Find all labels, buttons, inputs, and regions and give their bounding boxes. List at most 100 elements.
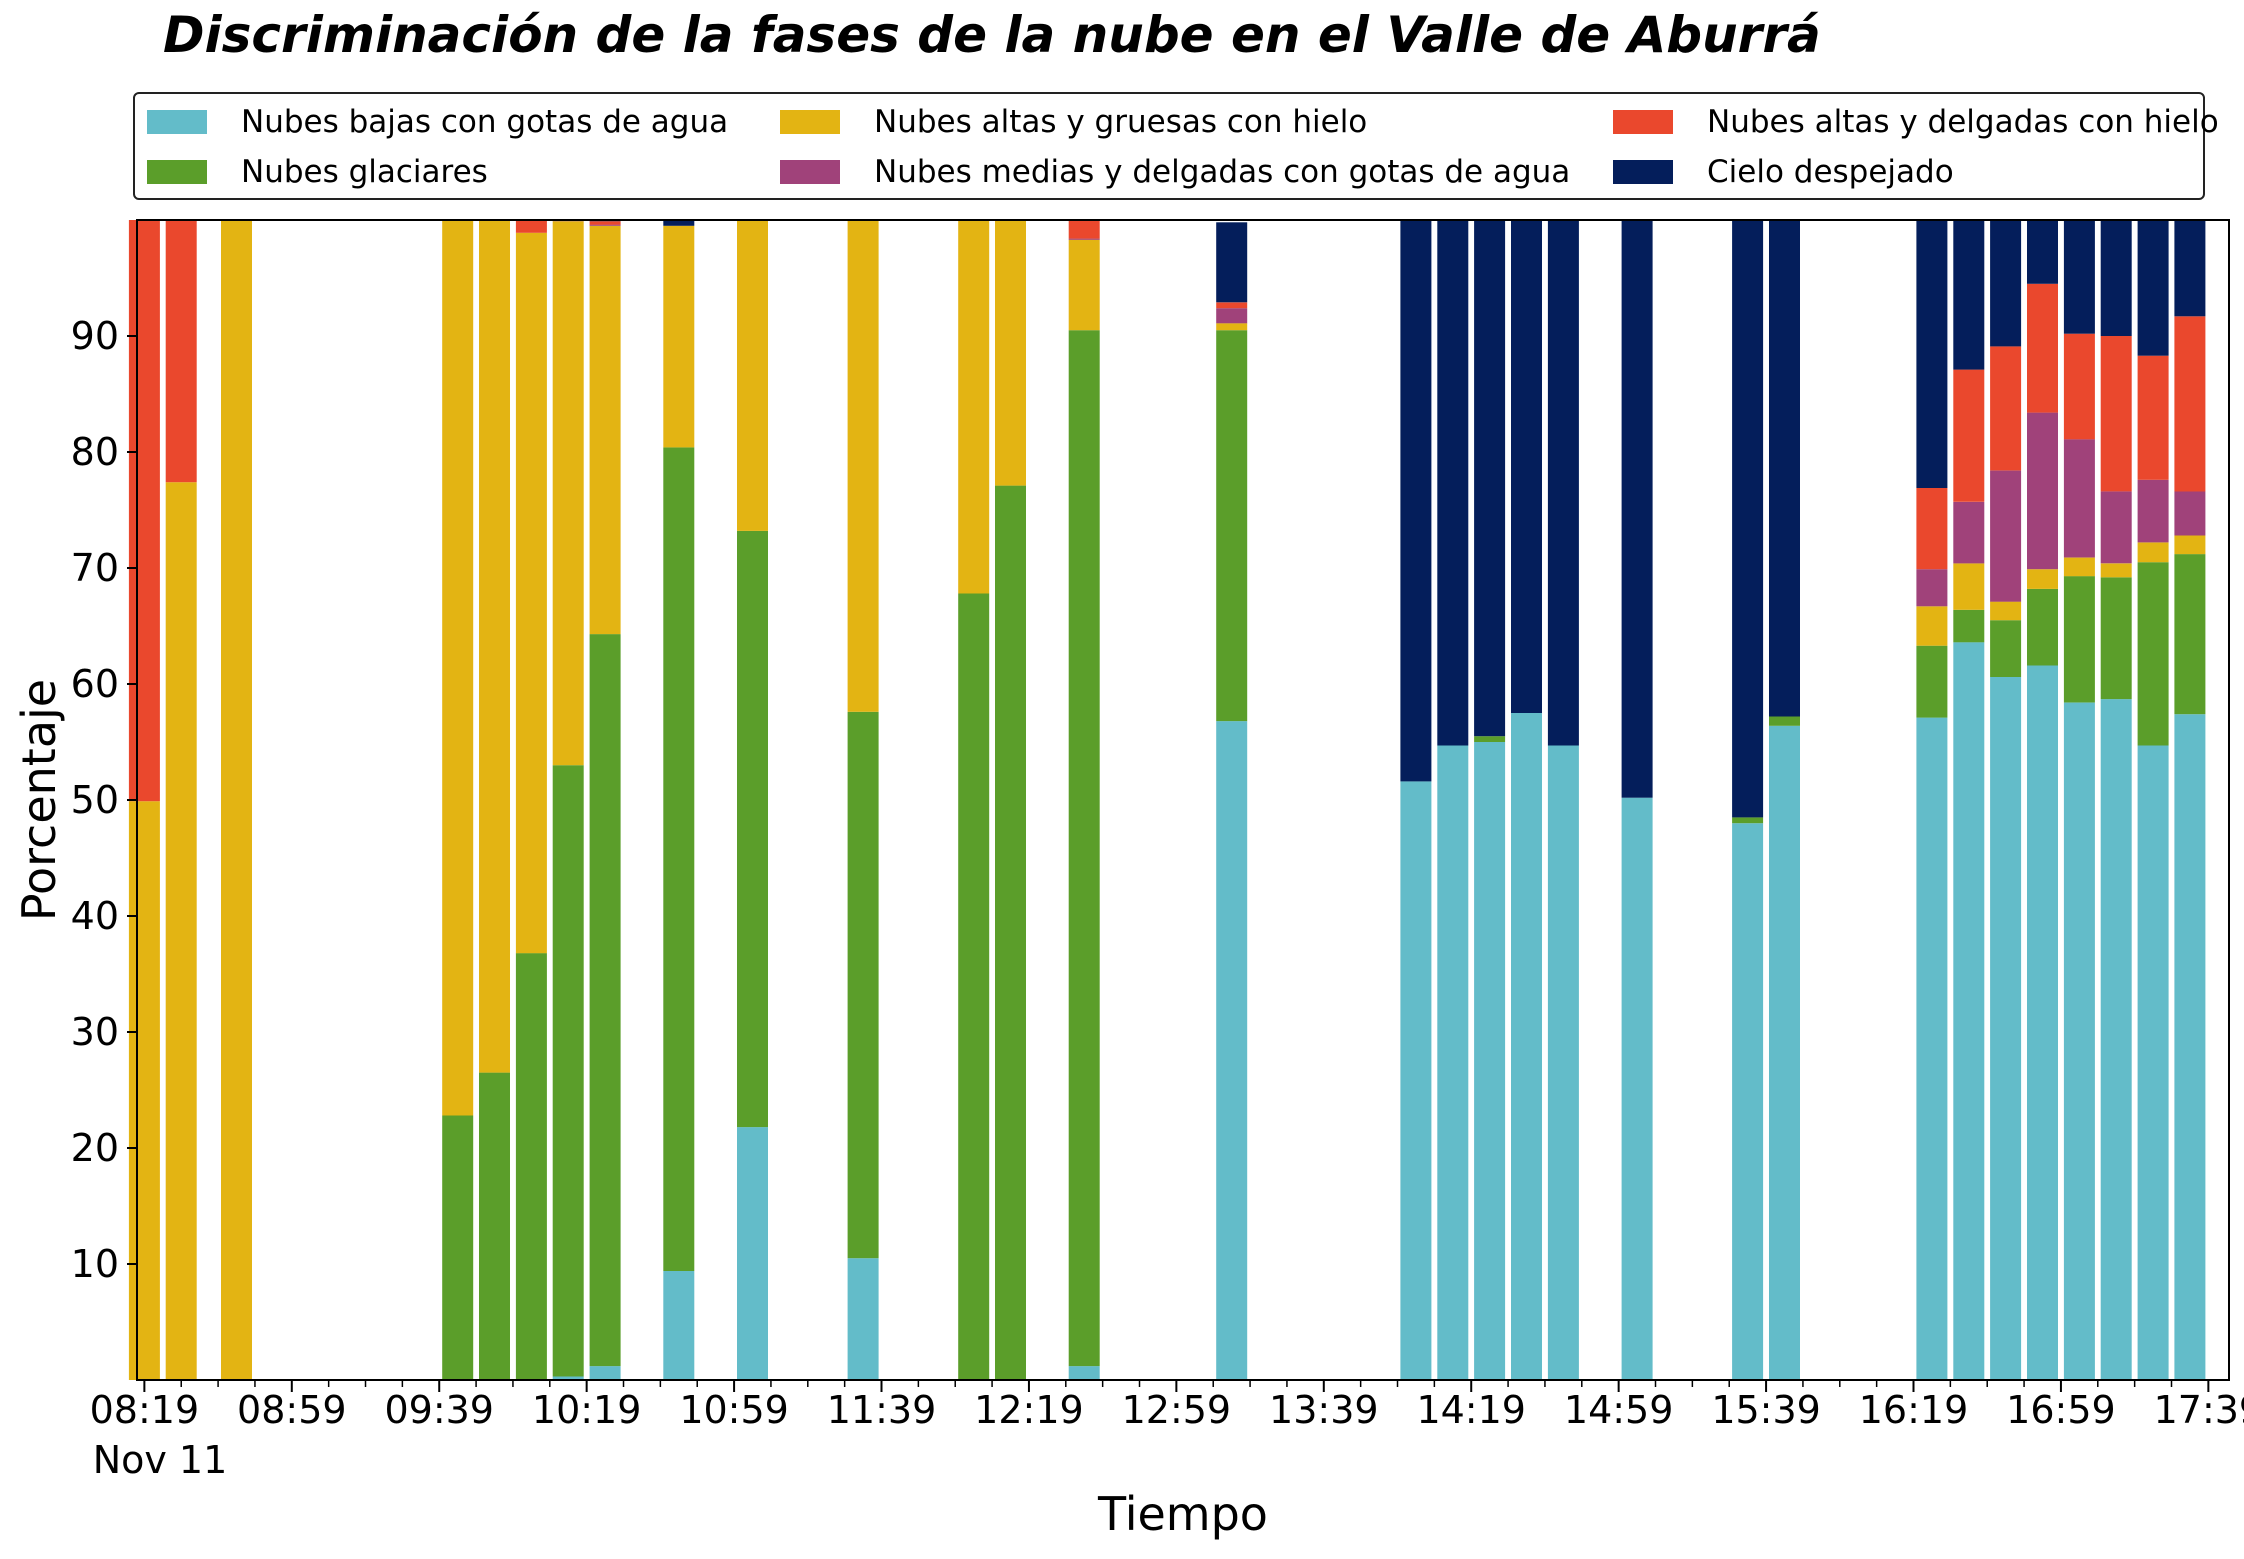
bar-segment-1734-series-4 (2174, 316, 2206, 492)
bar-segment-1104-series-1 (737, 530, 768, 1128)
bar-segment-1724-series-5 (2137, 220, 2169, 356)
x-tick-label: 17:39 (2154, 1388, 2244, 1432)
bar-segment-1704-series-1 (2063, 576, 2095, 703)
bar-segment-1024-series-3 (589, 224, 621, 226)
legend-item-4: Nubes altas y delgadas con hielo (1613, 102, 2219, 142)
x-tick-label: 12:19 (974, 1388, 1084, 1432)
bar-segment-1704-series-0 (2063, 702, 2095, 1380)
x-tick-label: 16:19 (1859, 1388, 1969, 1432)
legend-item-5: Cielo despejado (1613, 152, 1954, 192)
bar-segment-0944-series-2 (442, 220, 474, 1116)
bar-segment-1234-series-1 (1068, 330, 1100, 1367)
bar-segment-1734-series-0 (2174, 714, 2206, 1380)
bar-segment-1724-series-3 (2137, 479, 2169, 543)
bar-segment-1734-series-3 (2174, 491, 2206, 536)
x-tick-label: 10:19 (532, 1388, 642, 1432)
bar-segment-1044-series-5 (663, 220, 695, 226)
bar-segment-1654-series-1 (2027, 588, 2058, 666)
x-axis-label: Tiempo (1097, 1487, 1268, 1541)
y-axis-label: Porcentaje (12, 679, 66, 921)
bar-segment-0944-series-1 (442, 1115, 474, 1380)
bar-segment-1104-series-2 (737, 220, 768, 531)
bar-segment-1014-series-1 (552, 765, 584, 1377)
bar-segment-1704-series-3 (2063, 439, 2095, 558)
bar-segment-1654-series-2 (2027, 569, 2058, 589)
bar-segment-1134-series-2 (847, 220, 879, 712)
legend-item-1: Nubes glaciares (147, 152, 488, 192)
bar-segment-1624-series-2 (1916, 606, 1948, 646)
bar-segment-1704-series-5 (2063, 220, 2095, 334)
bar-segment-0829-series-4 (165, 220, 197, 483)
bar-segment-1214-series-1 (995, 485, 1026, 1381)
bar-segment-1654-series-0 (2027, 665, 2058, 1380)
bar-segment-1504-series-5 (1621, 220, 1653, 798)
bar-segment-1624-series-5 (1916, 220, 1948, 488)
bar-segment-1644-series-0 (1990, 677, 2022, 1380)
bar-segment-1634-series-2 (1953, 563, 1985, 610)
bar-segment-1404-series-0 (1400, 781, 1432, 1380)
bar-segment-1534-series-1 (1732, 817, 1764, 824)
bar-segment-1644-series-4 (1990, 346, 2022, 471)
x-tick-label: 15:39 (1711, 1388, 1821, 1432)
bar-segment-0819-series-2 (128, 801, 160, 1380)
bar-segment-1024-series-2 (589, 225, 621, 635)
bar-segment-1624-series-4 (1916, 488, 1948, 570)
bar-segment-1634-series-0 (1953, 642, 1985, 1380)
legend-label: Nubes bajas con gotas de agua (241, 104, 729, 140)
bar-segment-1004-series-4 (515, 220, 547, 233)
bar-segment-1644-series-5 (1990, 220, 2022, 347)
legend-label: Nubes altas y delgadas con hielo (1707, 104, 2219, 140)
legend-label: Nubes altas y gruesas con hielo (874, 104, 1368, 140)
legend-label: Cielo despejado (1707, 154, 1954, 190)
bar-segment-1544-series-5 (1769, 220, 1800, 717)
bar-segment-1004-series-2 (515, 232, 547, 954)
bar-segment-1634-series-5 (1953, 220, 1985, 370)
bar-segment-1234-series-0 (1068, 1366, 1100, 1380)
bar-segment-1714-series-2 (2100, 563, 2132, 578)
bar-segment-1424-series-0 (1474, 742, 1506, 1380)
bar-segment-1714-series-0 (2100, 699, 2132, 1380)
bar-segment-1214-series-2 (995, 220, 1026, 486)
bar-segment-1714-series-1 (2100, 577, 2132, 700)
bar-segment-0829-series-2 (165, 482, 197, 1380)
y-tick-label: 40 (71, 894, 119, 938)
bar-segment-1714-series-4 (2100, 336, 2132, 492)
bar-segment-1734-series-5 (2174, 220, 2206, 317)
bar-segment-1434-series-0 (1511, 713, 1542, 1380)
x-tick-label: 10:59 (679, 1388, 789, 1432)
bars-layer (128, 220, 2206, 1381)
bar-segment-1644-series-2 (1990, 601, 2022, 621)
bar-segment-1024-series-0 (589, 1366, 621, 1380)
bar-segment-1714-series-5 (2100, 220, 2132, 336)
bar-segment-1634-series-1 (1953, 609, 1985, 643)
bar-segment-1724-series-4 (2137, 355, 2169, 480)
bar-segment-1534-series-5 (1732, 220, 1764, 818)
bar-segment-1734-series-2 (2174, 535, 2206, 555)
bar-segment-1534-series-0 (1732, 823, 1764, 1380)
bar-segment-1644-series-1 (1990, 620, 2022, 677)
bar-segment-1014-series-0 (552, 1376, 584, 1380)
bar-segment-1024-series-1 (589, 634, 621, 1367)
x-tick-label: 11:39 (827, 1388, 937, 1432)
bar-segment-1014-series-2 (552, 221, 584, 766)
x-tick-label: 08:19 (90, 1388, 200, 1432)
bar-segment-1414-series-5 (1437, 220, 1469, 746)
bar-segment-1724-series-2 (2137, 542, 2169, 563)
bar-segment-1634-series-3 (1953, 501, 1985, 564)
y-tick-label: 90 (71, 314, 119, 358)
bar-segment-0844-series-2 (221, 220, 252, 1380)
bar-segment-1654-series-4 (2027, 283, 2058, 413)
bar-segment-1734-series-1 (2174, 554, 2206, 715)
bar-segment-1624-series-3 (1916, 569, 1948, 607)
legend-item-3: Nubes medias y delgadas con gotas de agu… (780, 152, 1570, 192)
bar-segment-1044-series-2 (663, 225, 695, 448)
bar-segment-1654-series-5 (2027, 220, 2058, 284)
bar-segment-1234-series-3 (1068, 238, 1100, 240)
legend-item-0: Nubes bajas con gotas de agua (147, 102, 728, 142)
bar-segment-1504-series-0 (1621, 797, 1653, 1380)
bar-segment-1714-series-3 (2100, 491, 2132, 564)
legend-swatch (147, 160, 207, 184)
x-tick-label: 13:39 (1269, 1388, 1379, 1432)
x-tick-label: 12:59 (1122, 1388, 1232, 1432)
bar-segment-1314-series-2 (1216, 323, 1248, 331)
